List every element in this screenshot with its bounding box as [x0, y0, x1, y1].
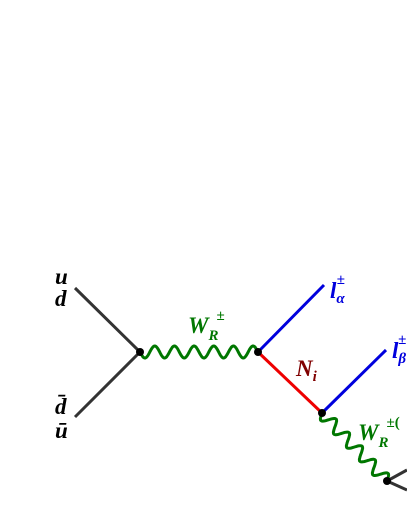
label-sub: R [377, 435, 388, 451]
label-sub: α [336, 291, 345, 307]
label-sup: ±( [386, 415, 399, 431]
label-base: W [188, 313, 210, 338]
lepton-alpha-label: lα ± [330, 272, 345, 307]
vertex [383, 477, 391, 485]
label-sub: i [313, 369, 318, 385]
label-sup: ± [216, 308, 224, 324]
vertex [136, 348, 144, 356]
lepton-alpha-line [256, 283, 326, 354]
neutrino-label: Ni [295, 356, 318, 385]
label-base: N [295, 356, 314, 381]
lepton-beta-label: lβ ± [392, 332, 406, 367]
vertex [254, 348, 262, 356]
vertex [318, 409, 326, 417]
w-propagator [318, 412, 391, 482]
w-propagator [138, 344, 260, 360]
label-base: W [358, 420, 380, 445]
antiquark-line [73, 350, 142, 419]
label-base: l [330, 278, 337, 303]
antiquark-label: d̄ [55, 394, 67, 419]
label-base: l [392, 338, 399, 363]
label-sub: β [397, 351, 406, 367]
quark-label: u [55, 264, 68, 289]
label-sub: R [207, 328, 218, 344]
quark-label: d [55, 286, 67, 311]
w-label: WR ± [188, 308, 225, 344]
label-sup: ± [398, 332, 406, 348]
w-label: WR ±( [358, 415, 400, 451]
neutrino-line [256, 350, 324, 415]
label-sup: ± [337, 272, 345, 288]
lepton-beta-line [320, 348, 388, 415]
quark-line [73, 286, 142, 354]
antiquark-label: ū [55, 418, 68, 443]
